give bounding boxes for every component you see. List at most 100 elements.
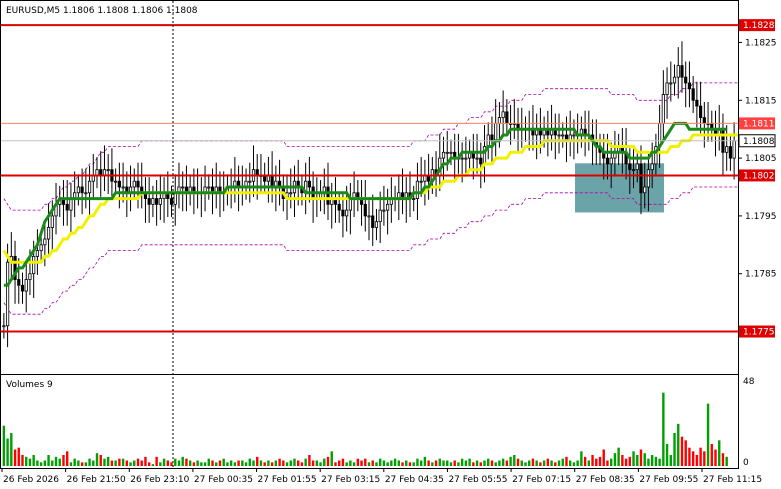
volume-bar [423,456,427,466]
volume-bar [680,436,684,466]
volume-bar [714,449,717,466]
candle-body [382,209,386,212]
candle-body [475,157,479,160]
candle-body [326,186,330,205]
volume-bar [114,460,117,466]
zone-rect [575,163,664,213]
volume-bar [17,447,20,466]
volume-bar [300,462,304,466]
candle-body [46,227,51,240]
volume-bar [520,460,523,466]
volume-bar [572,462,576,466]
volume-bar [561,458,564,466]
volume-bar [606,460,609,466]
candle-body [84,192,88,195]
candle-body [5,261,10,327]
level-tag-label: 1.1775 [743,328,775,338]
volume-bar [677,423,680,466]
volume-bar [378,458,382,466]
candle-body [691,88,695,101]
x-tick-label: 27 Feb 09:55 [639,475,698,485]
volume-bar [624,458,628,466]
volume-bar [513,455,516,466]
volume-bar [323,458,326,466]
candle-body [605,157,610,165]
volume-bar [222,458,225,466]
candle-body [650,163,654,171]
candle-body [445,151,449,154]
candle-body [87,180,92,194]
x-tick-label: 26 Feb 23:10 [130,475,189,485]
volume-bar [516,458,520,466]
candle-body [248,180,252,183]
candle-body [676,65,680,78]
candle-body [32,255,36,275]
candle-body [501,111,505,119]
volume-bar [39,462,43,466]
x-tick-label: 27 Feb 11:15 [703,475,762,485]
volume-bar [580,451,583,466]
candle-body [106,169,110,172]
volume-bar [32,455,35,466]
x-tick-label: 27 Feb 04:35 [385,475,444,485]
volume-bar [442,460,445,466]
volume-bar [449,462,453,466]
level-tag-label: 1.1828 [743,21,775,31]
candle-body [289,192,293,195]
level-tag-label: 1.1811 [743,119,775,129]
candle-body [348,198,352,211]
volume-bar [397,460,401,466]
x-tick-label: 26 Feb 21:50 [67,475,126,485]
level-tag-bg [739,19,775,32]
volume-bar [311,460,315,466]
candle-body [114,180,118,183]
volume-bar [103,458,106,466]
volume-bar [650,455,654,466]
volume-bar [136,458,140,466]
volume-bar [92,460,95,466]
volume-bar [568,460,572,466]
volume-bar [170,462,173,466]
volume-bar [241,460,244,466]
volume-bar [669,455,672,466]
candle-body [43,238,47,246]
volume-bar [54,456,58,466]
volume-bar [598,456,602,466]
volume-bar [6,438,9,466]
volume-bar [706,403,710,466]
volume-bar [211,460,214,466]
candle-body [643,186,647,194]
volume-bar [174,458,177,466]
volume-bar [617,447,620,466]
candle-body [374,221,379,228]
candle-body [28,273,32,280]
volume-bar [144,456,147,466]
volume-bar [13,449,17,466]
volume-bar [673,433,676,466]
volume-bar [110,460,114,466]
candle-body [561,134,565,137]
x-tick-label: 27 Feb 00:35 [194,475,253,485]
volume-bar [188,460,192,466]
volume-bar [628,456,632,466]
volume-bar [28,458,32,466]
volume-bar [401,462,404,466]
volume-bars [2,392,728,466]
candle-body [158,198,162,205]
volume-bar [319,462,322,466]
candle-body [695,99,699,107]
volume-bar [654,456,658,466]
candle-body [207,186,211,189]
volume-bar [140,460,143,466]
volume-bar [200,462,203,466]
volume-bar [352,462,356,466]
y-tick-label: 1.1795 [745,212,777,222]
volume-bar [80,462,84,466]
volume-bar [226,462,229,466]
level-tag-bg [739,169,775,182]
volume-bar [66,451,69,466]
candle-body [121,186,125,189]
volume-bar [490,460,494,466]
candle-body [490,134,494,142]
